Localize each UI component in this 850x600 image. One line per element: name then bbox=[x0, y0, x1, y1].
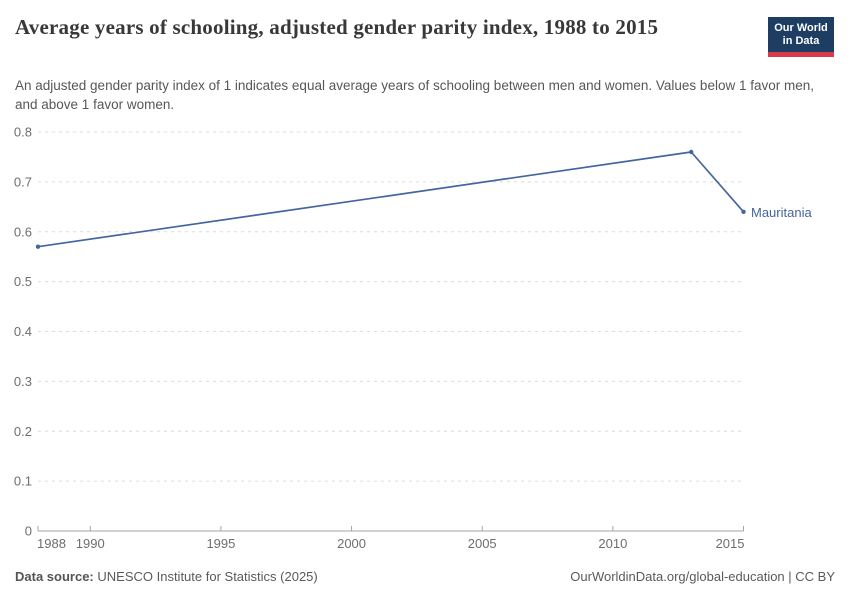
x-tick-label: 1990 bbox=[76, 536, 105, 551]
x-tick-label: 1995 bbox=[206, 536, 235, 551]
x-tick-label: 2005 bbox=[468, 536, 497, 551]
chart-subtitle: An adjusted gender parity index of 1 ind… bbox=[15, 78, 814, 112]
y-tick-label: 0.2 bbox=[14, 424, 32, 439]
owid-logo-line2: in Data bbox=[782, 35, 820, 47]
license-link[interactable]: OurWorldinData.org/global-education | CC… bbox=[570, 569, 835, 584]
y-tick-label: 0 bbox=[25, 524, 32, 539]
x-tick-label: 2015 bbox=[716, 536, 745, 551]
y-tick-label: 0.5 bbox=[14, 274, 32, 289]
y-tick-label: 0.1 bbox=[14, 474, 32, 489]
x-tick-label: 2000 bbox=[337, 536, 366, 551]
data-point-marker bbox=[741, 209, 746, 214]
owid-logo-line1: Our World bbox=[774, 22, 828, 34]
y-tick-label: 0.8 bbox=[14, 125, 32, 140]
data-source-label: Data source: bbox=[15, 569, 94, 584]
series-label-mauritania: Mauritania bbox=[751, 205, 812, 220]
data-line bbox=[37, 151, 745, 248]
data-source-text: UNESCO Institute for Statistics (2025) bbox=[97, 569, 318, 584]
y-tick-label: 0.6 bbox=[14, 224, 32, 239]
y-tick-label: 0.3 bbox=[14, 374, 32, 389]
y-tick-label: 0.4 bbox=[14, 324, 32, 339]
data-point-marker bbox=[689, 149, 694, 155]
y-tick-label: 0.7 bbox=[14, 174, 32, 189]
chart-title: Average years of schooling, adjusted gen… bbox=[15, 15, 659, 39]
x-tick-label: 1988 bbox=[37, 536, 66, 551]
data-point-marker bbox=[35, 244, 41, 249]
x-tick-label: 2010 bbox=[598, 536, 627, 551]
data-source: Data source: UNESCO Institute for Statis… bbox=[15, 569, 318, 584]
owid-logo: Our World in Data bbox=[768, 17, 834, 57]
